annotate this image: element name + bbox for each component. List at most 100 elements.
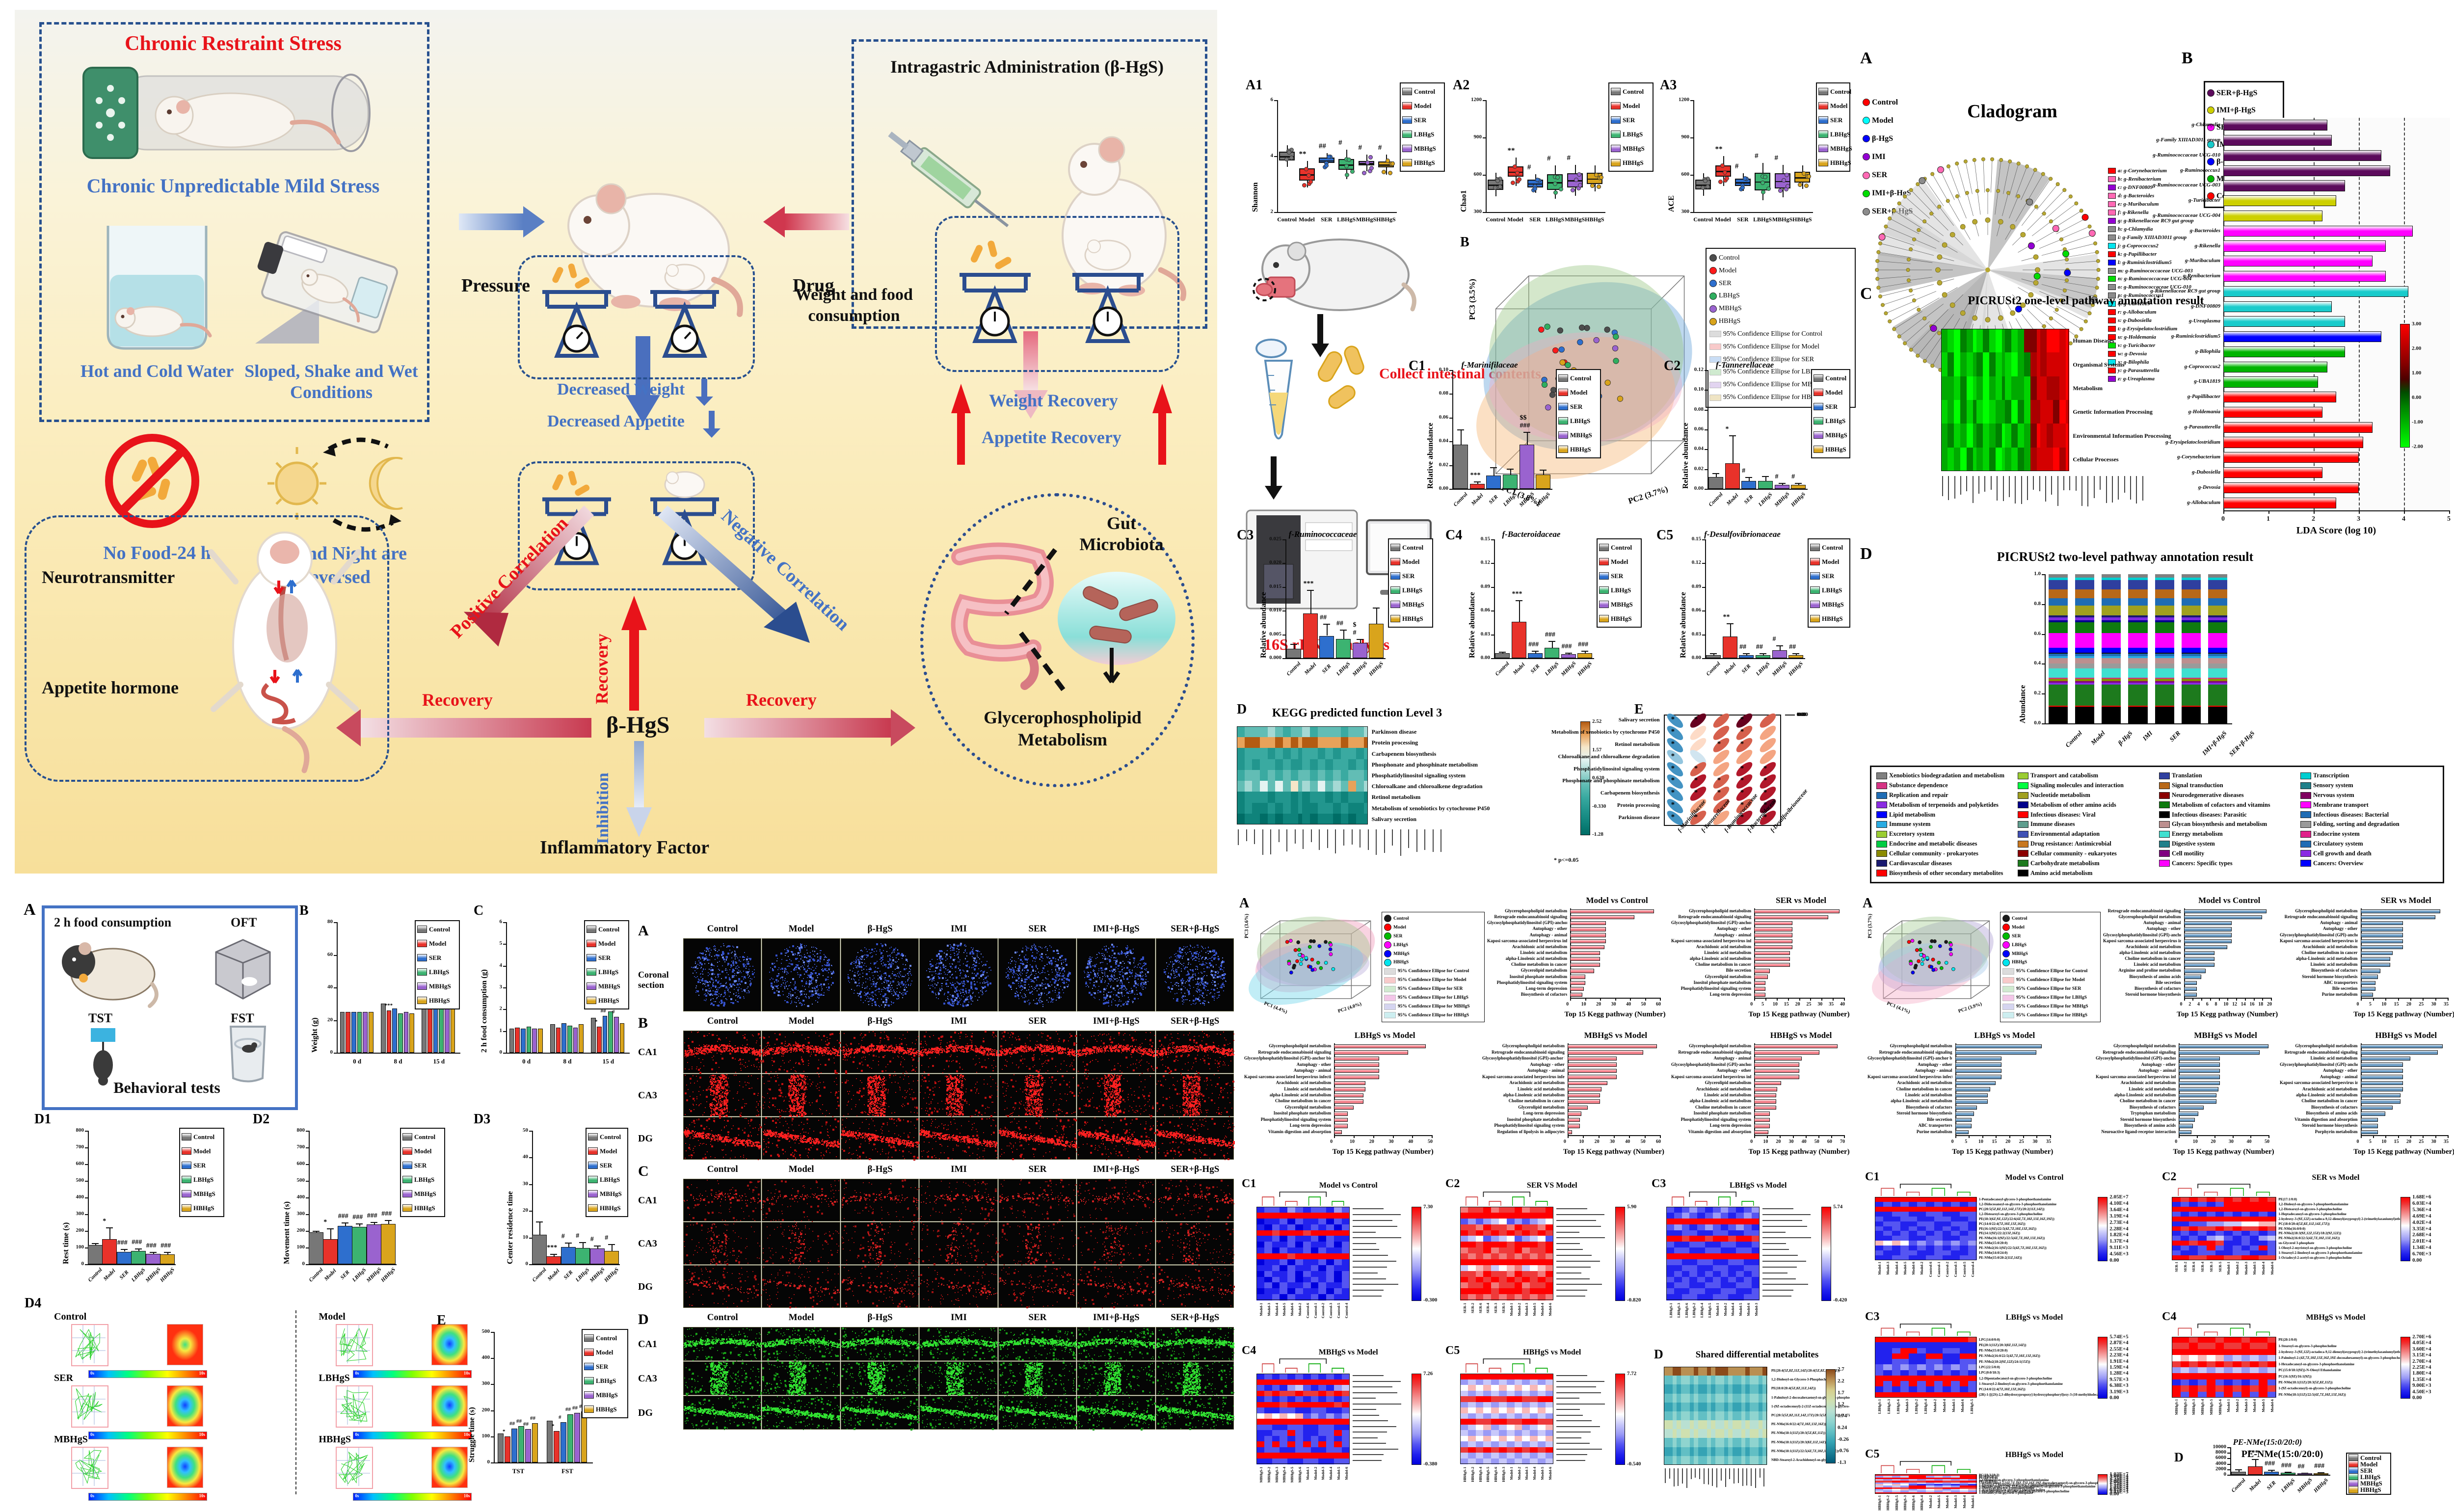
marinifilaceae-chart: 0.00 0.02 0.04 0.06 0.08 0.10 Relative abundan… bbox=[1426, 360, 1553, 510]
cladogram-letter-legend: a: g-Corynebacterium b: g-Renibacterium c:… bbox=[2108, 167, 2214, 383]
kegg3-title: KEGG predicted function Level 3 bbox=[1252, 707, 1463, 720]
pressure-arrow bbox=[459, 206, 545, 238]
nofood-label: No Food-24 h bbox=[79, 542, 236, 564]
speckle-layer bbox=[684, 1327, 685, 1328]
inhibition-arrow bbox=[626, 741, 652, 837]
speckle-layer bbox=[999, 1266, 1000, 1267]
desulfovibrionaceae-legend: Control Model SER LBHgS MBHgS HBHgS bbox=[1808, 538, 1850, 628]
speckle-layer bbox=[762, 1117, 763, 1118]
lefse-panel: A ControlModelβ-HgSIMISERIMI+β-HgSSER+β-… bbox=[1860, 20, 2454, 888]
inhibition-label: Inhibition bbox=[594, 746, 613, 844]
met1-b1: Model vs Control Biosynthesis of cofactor… bbox=[1487, 896, 1666, 1023]
panel-a3-label: A3 bbox=[1660, 78, 1677, 93]
kegg3-heatmap: Parkinson disease Protein processing Carba… bbox=[1237, 726, 1490, 825]
speckle-layer bbox=[841, 1074, 842, 1075]
met2-c4: C4 MBHgS vs Model PE(20:1/0:0) 1-Stearoyl-s… bbox=[2162, 1310, 2452, 1443]
speckle-layer bbox=[684, 1117, 685, 1118]
speckle-layer bbox=[762, 1362, 763, 1363]
struggle-time-chart: 0 100 200 300 400 500 Struggle time (s) * ## ## ##… bbox=[468, 1325, 594, 1482]
met1-d-label: D bbox=[1654, 1347, 1663, 1362]
p1-colorbar: 3.00 2.00 1.00 0.00 -1.00 -2.00 bbox=[2400, 321, 2434, 450]
no-food-icon bbox=[105, 434, 199, 528]
metabolomics1-panel: A PC3 (3.6%) PC1 (4.4%) PC2 (4.0%) Control… bbox=[1237, 888, 1850, 1496]
speckle-layer bbox=[920, 939, 921, 940]
speckle-layer bbox=[920, 1222, 921, 1223]
recovery-right-arrow bbox=[704, 709, 915, 746]
speckle-layer bbox=[1077, 1266, 1078, 1267]
tst-icon bbox=[91, 1028, 115, 1086]
speckle-layer bbox=[999, 1031, 1000, 1032]
gut-circle bbox=[920, 493, 1195, 787]
speckle-layer bbox=[1156, 1266, 1157, 1267]
panel-c4-label: C4 bbox=[1445, 528, 1462, 543]
p1-title: PICRUSt2 one-level pathway annotation re… bbox=[1948, 294, 2223, 308]
speckle-layer bbox=[920, 1031, 921, 1032]
speckle-layer bbox=[841, 1396, 842, 1397]
drug-arrow bbox=[763, 206, 849, 238]
weight-recovery-label: Weight Recovery bbox=[989, 390, 1118, 411]
speckle-layer bbox=[1077, 1327, 1078, 1328]
behavior-d1-label: D1 bbox=[34, 1112, 51, 1127]
correlation-matrix: Salivary secretion * * * Metabolism of xenob… bbox=[1551, 711, 1826, 888]
met2-d-title: PE-NMe(15:0/20:0) bbox=[2204, 1449, 2361, 1460]
restraint-tube-icon bbox=[82, 67, 371, 159]
beaker-icon bbox=[107, 226, 212, 350]
behavior-d3-label: D3 bbox=[474, 1112, 490, 1127]
panel-a2-label: A2 bbox=[1453, 78, 1469, 93]
speckle-layer bbox=[1077, 1179, 1078, 1180]
rest-time-chart: 0 100 200 300 400 500 600 700 800 Rest time (s) Co… bbox=[61, 1124, 177, 1286]
met2-c3: C3 LBHgS vs Model LPC(14:0/0:0) PE(20:1(11Z… bbox=[1865, 1310, 2147, 1443]
speckle-layer bbox=[841, 1179, 842, 1180]
speckle-layer bbox=[841, 1031, 842, 1032]
dec-weight-arrow bbox=[695, 379, 713, 406]
ruminococcaceae-legend: Control Model SER LBHgS MBHgS HBHgS bbox=[1388, 538, 1433, 628]
met2-a-label: A bbox=[1863, 896, 1872, 911]
positive-correlation-arrow bbox=[463, 505, 594, 647]
down-arrow-2 bbox=[1265, 456, 1282, 500]
speckle-layer bbox=[841, 1327, 842, 1328]
ace-legend: Control Model SER LBHgS MBHgS HBHgS bbox=[1816, 82, 1852, 172]
speckle-layer bbox=[762, 1396, 763, 1397]
p2-legend: Xenobiotics biodegradation and metabolis… bbox=[1870, 766, 2444, 883]
center-scales-box bbox=[518, 461, 755, 590]
behavior-a-label: A bbox=[24, 901, 36, 919]
met1-b5: HBHgS vs Model Vitamin digestion and abso… bbox=[1671, 1031, 1850, 1161]
tannerellaceae-legend: Control Model SER LBHgS MBHgS HBHgS bbox=[1811, 369, 1850, 458]
tube-icon bbox=[1255, 339, 1293, 440]
speckle-layer bbox=[999, 1179, 1000, 1180]
speckle-layer bbox=[841, 1222, 842, 1223]
panel-c3-label: C3 bbox=[1237, 528, 1254, 543]
ruminococcaceae-chart: 0.000 0.005 0.010 0.015 0.020 0.025 Relative a… bbox=[1259, 530, 1387, 680]
recovery-left-label: Recovery bbox=[422, 690, 493, 710]
met1-b4: MBHgS vs Model Regulation of lipolysis in… bbox=[1482, 1031, 1664, 1161]
scales-recovery-icon bbox=[960, 239, 1144, 343]
speckle-layer bbox=[999, 1117, 1000, 1118]
lefse-a-label: A bbox=[1860, 49, 1872, 68]
wfc-label: Weight and food consumption bbox=[773, 285, 935, 326]
panel-b-label: B bbox=[1460, 235, 1469, 250]
shannon-legend: Control Model SER LBHgS MBHgS HBHgS bbox=[1400, 82, 1445, 172]
center-time-chart: 0 10 20 30 40 50 Center residence time Control *… bbox=[506, 1124, 621, 1286]
cums-title: Chronic Unpredictable Mild Stress bbox=[56, 174, 410, 197]
met2-pca-legend: Control Model SER LBHgS MBHgS HBHgS 95% Confid… bbox=[2000, 912, 2101, 1022]
speckle-layer bbox=[841, 1117, 842, 1118]
met2-b4: MBHgS vs Model Neuroactive ligand-recepto… bbox=[2096, 1031, 2274, 1161]
met1-a-label: A bbox=[1239, 896, 1249, 911]
p1-sample-labels bbox=[1941, 475, 2147, 509]
recovery-up-arrow bbox=[621, 596, 647, 711]
speckle-layer bbox=[999, 1327, 1000, 1328]
panel-c2-label: C2 bbox=[1664, 358, 1680, 374]
met1-shared-colorbar: 2.7 2.2 1.7 1.2 0.74 0.24 -0.26 -0.76 -1.3 bbox=[1826, 1366, 1849, 1465]
speckle-layer bbox=[1156, 939, 1157, 940]
drug-label: Drug bbox=[793, 275, 834, 296]
p1-heatmap: Human Diseases Organismal Systems Metaboli… bbox=[1941, 329, 2171, 472]
met1-d-title: Shared differential metabolites bbox=[1674, 1350, 1840, 1360]
struggle-time-legend: Control Model SER LBHgS MBHgS HBHgS bbox=[582, 1329, 628, 1418]
behavior-d4-label: D4 bbox=[25, 1296, 41, 1311]
appetite-hormone-label: Appetite hormone bbox=[42, 677, 179, 698]
speckle-layer bbox=[999, 1222, 1000, 1223]
panel-e-label: E bbox=[1634, 702, 1644, 717]
speckle-layer bbox=[920, 1179, 921, 1180]
sloped-label: Sloped, Shake and Wet Conditions bbox=[238, 361, 425, 403]
